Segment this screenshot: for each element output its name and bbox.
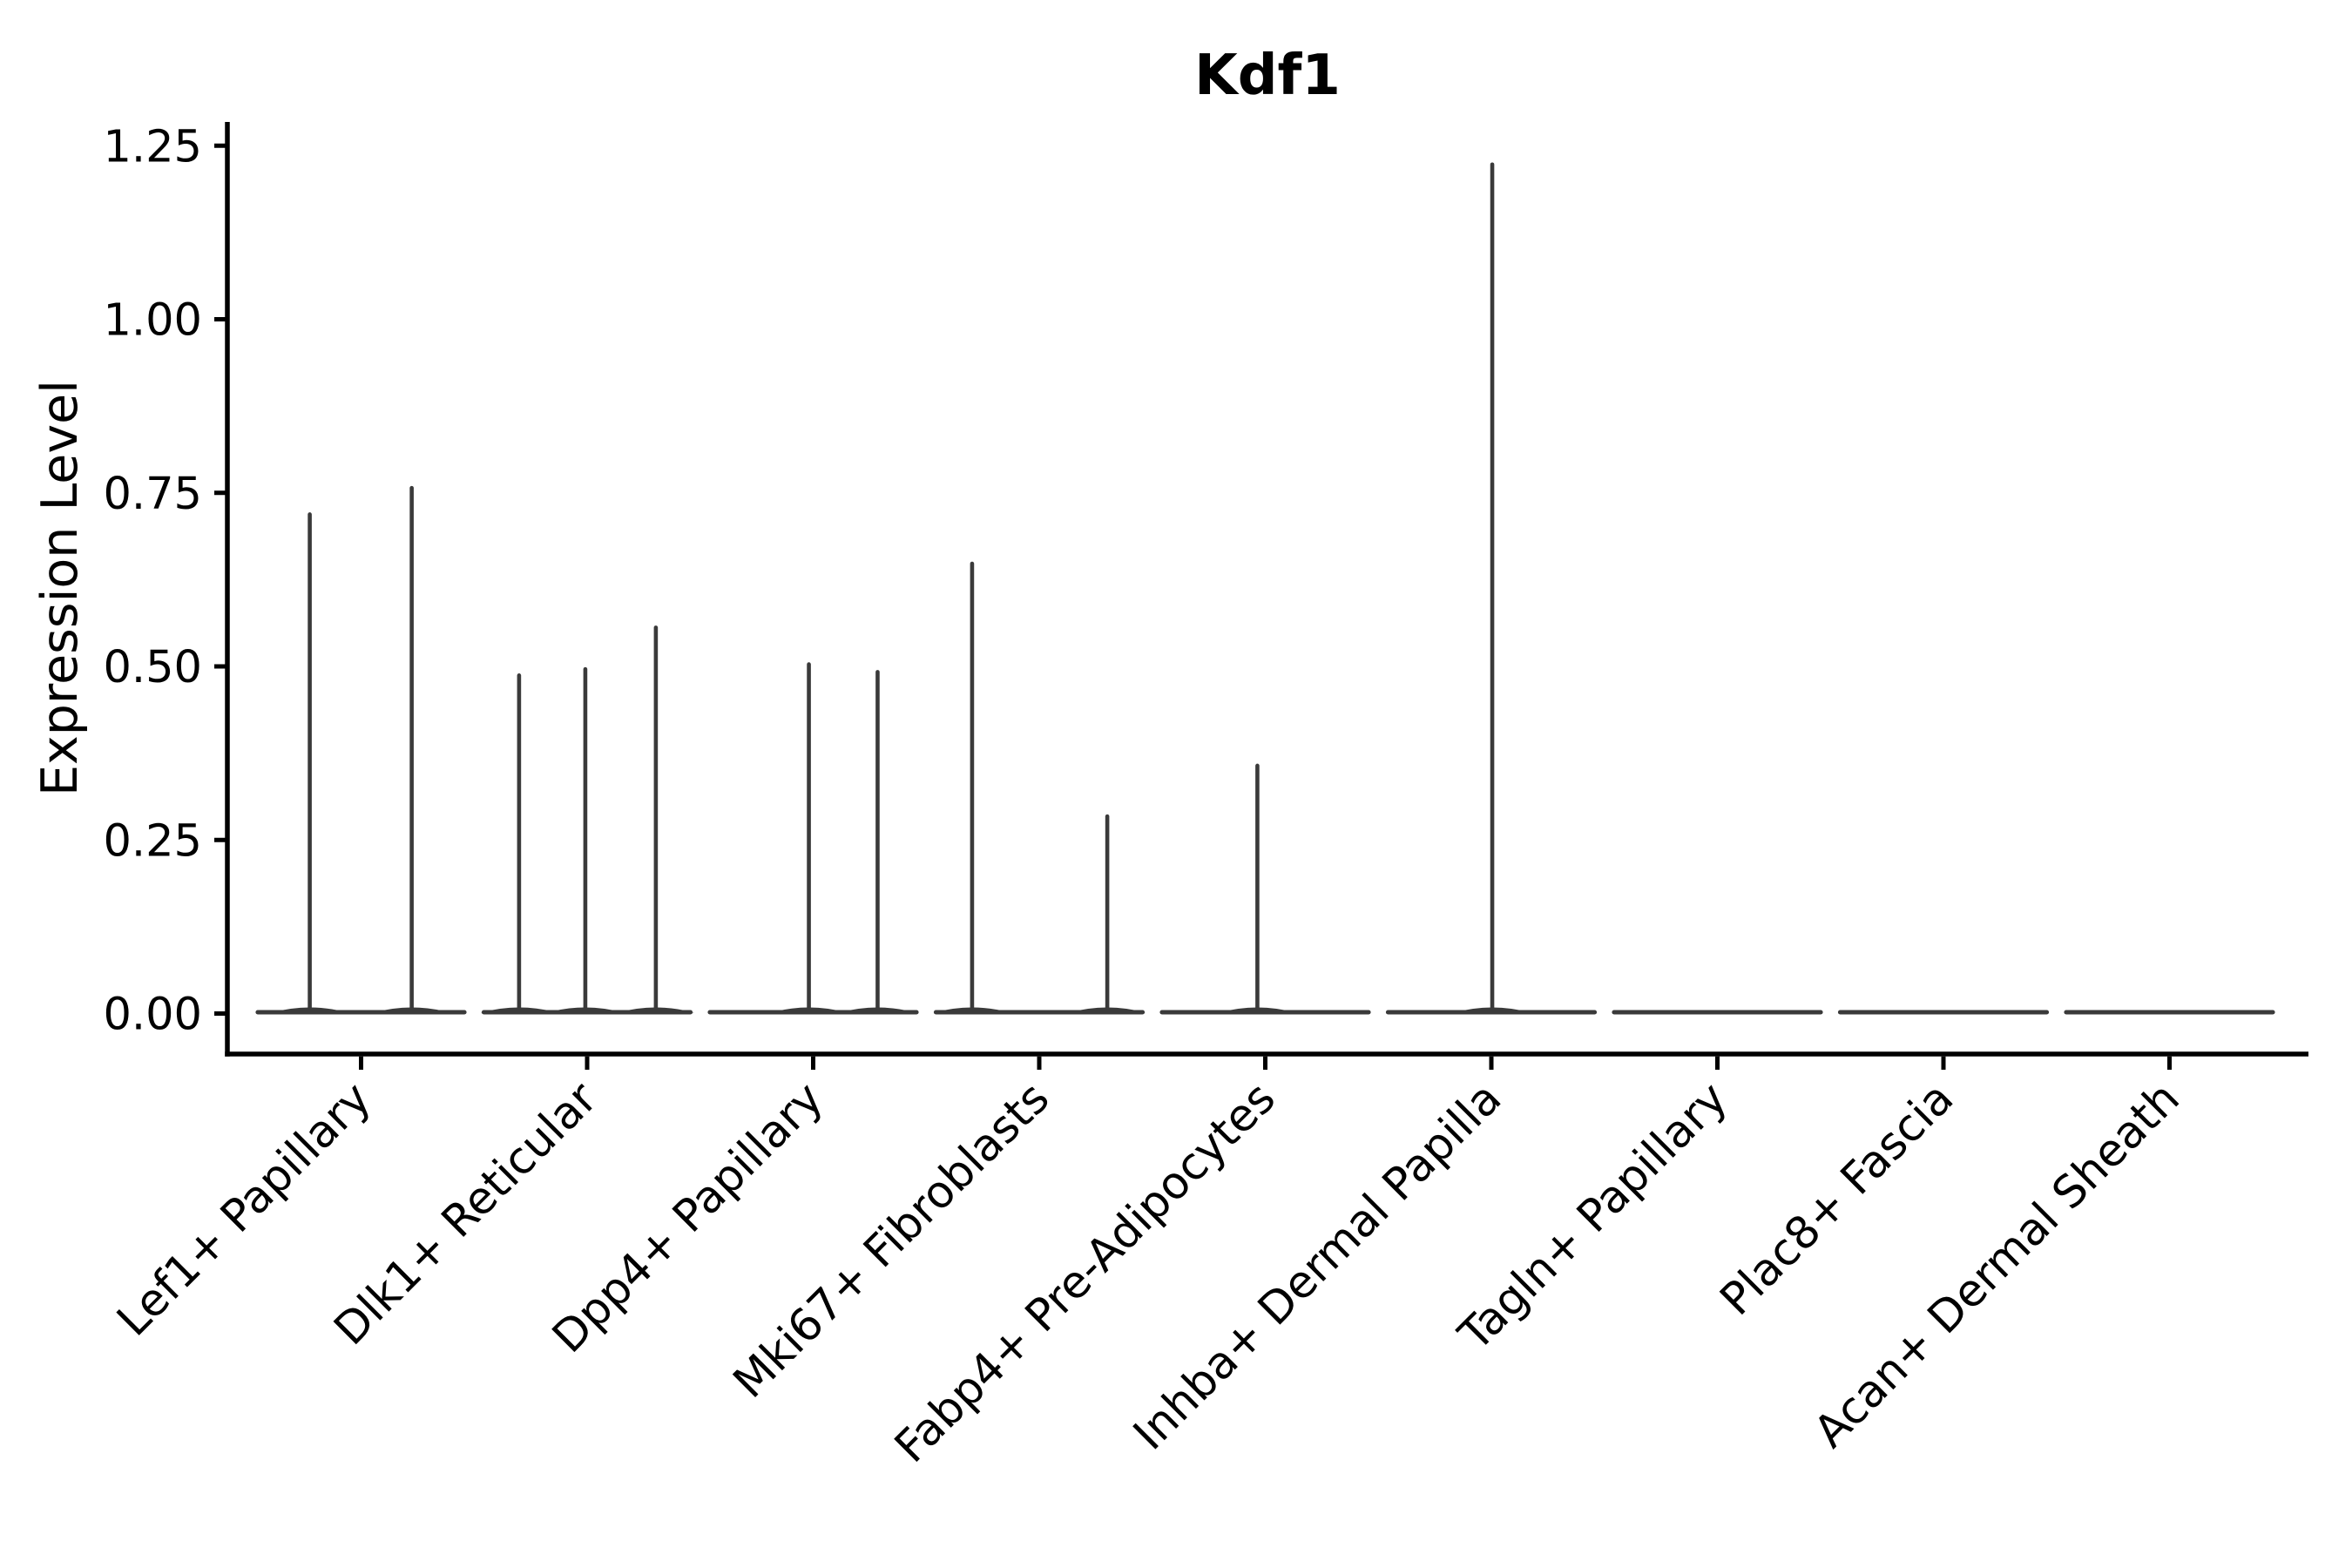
violin <box>255 485 467 1015</box>
violin <box>1159 763 1371 1015</box>
x-tick-label: Fabp4+ Pre-Adipocytes <box>885 1072 1285 1472</box>
y-tick-label: 0.50 <box>103 642 202 693</box>
y-axis-ticks: 0.00 0.25 0.50 0.75 1.00 1.25 <box>103 121 227 1041</box>
violin <box>480 625 694 1015</box>
x-tick-label: Plac8+ Fascia <box>1711 1072 1963 1325</box>
violin <box>707 662 919 1015</box>
x-tick-label: Acan+ Dermal Sheath <box>1805 1072 2190 1457</box>
y-tick-label: 1.00 <box>103 295 202 347</box>
violins <box>255 162 2275 1015</box>
y-axis-label: Expression Level <box>31 380 89 796</box>
violin <box>933 561 1146 1015</box>
y-tick-label: 0.75 <box>103 469 202 520</box>
y-tick-label: 1.25 <box>103 121 202 172</box>
y-tick-label: 0.00 <box>103 990 202 1041</box>
violin <box>1385 162 1598 1015</box>
x-tick-label: Inhba+ Dermal Papilla <box>1124 1072 1511 1460</box>
plot-title: Kdf1 <box>1194 44 1341 108</box>
y-tick-label: 0.25 <box>103 815 202 867</box>
